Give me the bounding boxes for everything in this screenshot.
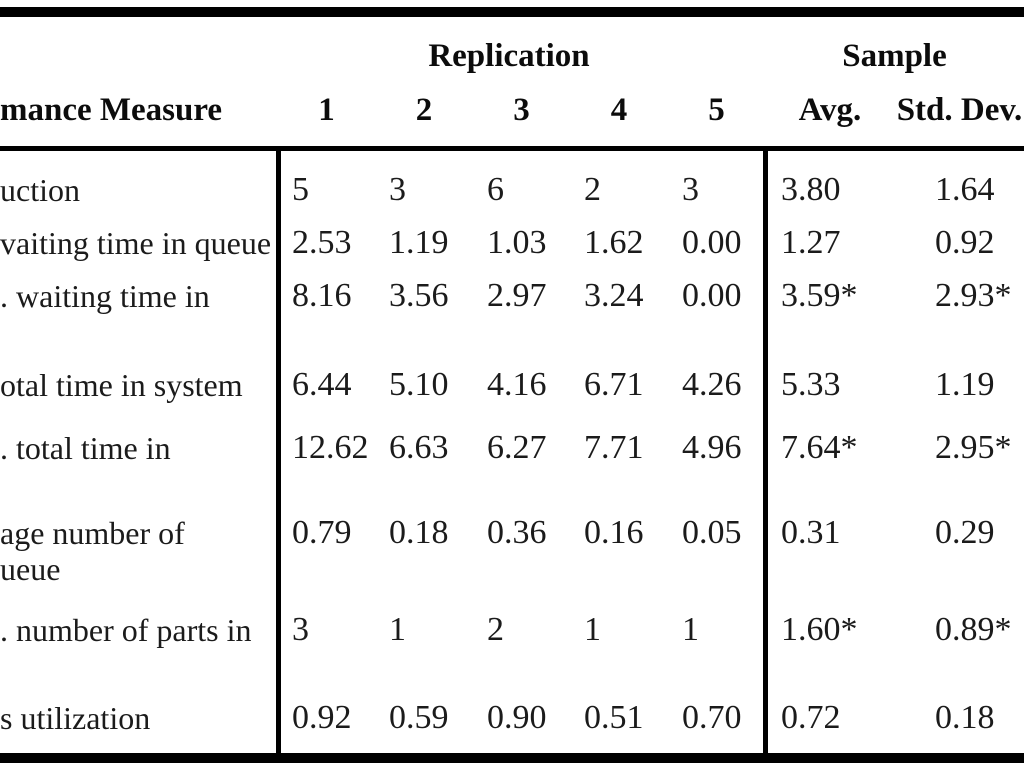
table-top-border: [0, 7, 1024, 17]
avg-column-header: Avg.: [798, 92, 862, 128]
replication-value: 4.26: [682, 366, 742, 403]
replication-value: 6.71: [584, 366, 644, 403]
measure-column-rule: [276, 146, 281, 753]
replication-value: 0.59: [389, 699, 449, 736]
replication-value: 3: [292, 611, 309, 648]
replication-value: 1.62: [584, 224, 644, 261]
measure-label: s utilization: [0, 700, 151, 736]
measure-label: . total time in: [0, 430, 171, 466]
replication-value: 5.10: [389, 366, 449, 403]
replication-value: 1.03: [487, 224, 547, 261]
sample-std-dev-value: 1.64: [935, 171, 995, 208]
replication-value: 0.00: [682, 224, 742, 261]
replication-value: 6.63: [389, 429, 449, 466]
header-separator-rule: [0, 146, 1024, 151]
table-row: s utilization 0.92 0.59 0.90 0.51 0.70 0…: [0, 696, 1024, 740]
replication-value: 0.00: [682, 277, 742, 314]
replication-value: 6.44: [292, 366, 352, 403]
table-row: . number of parts in 3 1 2 1 1 1.60* 0.8…: [0, 608, 1024, 652]
sample-std-dev-value: 1.19: [935, 366, 995, 403]
replication-value: 6: [487, 171, 504, 208]
table-row: vaiting time in queue 2.53 1.19 1.03 1.6…: [0, 221, 1024, 265]
replication-value: 0.92: [292, 699, 352, 736]
replication-5-header: 5: [708, 92, 725, 128]
sample-avg-value: 5.33: [781, 366, 841, 403]
sample-std-dev-value: 2.93*: [935, 277, 1012, 314]
sample-avg-value: 3.59*: [781, 277, 858, 314]
replication-value: 8.16: [292, 277, 352, 314]
replication-value: 0.90: [487, 699, 547, 736]
measure-label: . number of parts in: [0, 612, 252, 648]
sample-avg-value: 1.27: [781, 224, 841, 261]
measure-label: uction: [0, 172, 80, 208]
replication-value: 4.96: [682, 429, 742, 466]
replication-value: 0.70: [682, 699, 742, 736]
replication-value: 2: [487, 611, 504, 648]
replication-value: 1.19: [389, 224, 449, 261]
table-row: age number of ueue 0.79 0.18 0.36 0.16 0…: [0, 514, 1024, 588]
replication-value: 1: [584, 611, 601, 648]
sample-avg-value: 0.72: [781, 699, 841, 736]
sample-std-dev-value: 0.89*: [935, 611, 1012, 648]
sample-std-dev-value: 0.92: [935, 224, 995, 261]
measure-label: vaiting time in queue: [0, 225, 272, 261]
replication-1-header: 1: [318, 92, 335, 128]
replication-value: 3.24: [584, 277, 644, 314]
replication-value: 1: [682, 611, 699, 648]
replication-value: 0.05: [682, 514, 742, 551]
replication-3-header: 3: [513, 92, 530, 128]
sample-avg-value: 7.64*: [781, 429, 858, 466]
replication-value: 0.18: [389, 514, 449, 551]
measure-column-header: mance Measure: [0, 92, 223, 128]
replication-value: 0.16: [584, 514, 644, 551]
measure-label-line1: age number of: [0, 515, 185, 551]
column-header-row: mance Measure 1 2 3 4 5 Avg. Std. Dev.: [0, 88, 1024, 132]
column-group-header-row: Replication Sample: [0, 34, 1024, 78]
sample-std-dev-value: 2.95*: [935, 429, 1012, 466]
replication-value: 1: [389, 611, 406, 648]
table-row: . waiting time in 8.16 3.56 2.97 3.24 0.…: [0, 274, 1024, 318]
sample-column-rule: [763, 146, 768, 753]
sample-std-dev-value: 0.29: [935, 514, 995, 551]
replication-value: 0.79: [292, 514, 352, 551]
replication-2-header: 2: [415, 92, 433, 128]
replication-value: 4.16: [487, 366, 547, 403]
table-row: uction 5 3 6 2 3 3.80 1.64: [0, 168, 1024, 212]
table-row: . total time in 12.62 6.63 6.27 7.71 4.9…: [0, 426, 1024, 470]
sample-std-dev-value: 0.18: [935, 699, 995, 736]
table-bottom-border: [0, 753, 1024, 763]
replication-group-header: Replication: [428, 38, 590, 74]
replication-4-header: 4: [610, 92, 628, 128]
replication-value: 5: [292, 171, 309, 208]
measure-label-line2: ueue: [0, 551, 61, 587]
replication-value: 2: [584, 171, 601, 208]
table-row: otal time in system 6.44 5.10 4.16 6.71 …: [0, 363, 1024, 407]
group-header-spacer: [0, 34, 278, 78]
replication-value: 3.56: [389, 277, 449, 314]
replication-value: 3: [389, 171, 406, 208]
measure-label: . waiting time in: [0, 278, 210, 314]
replication-value: 0.51: [584, 699, 644, 736]
replication-value: 6.27: [487, 429, 547, 466]
replication-value: 12.62: [292, 429, 369, 466]
sample-avg-value: 1.60*: [781, 611, 858, 648]
measure-label: otal time in system: [0, 367, 243, 403]
sample-avg-value: 0.31: [781, 514, 841, 551]
replication-value: 2.97: [487, 277, 547, 314]
sample-avg-value: 3.80: [781, 171, 841, 208]
measure-label: age number of ueue: [0, 515, 278, 587]
replication-value: 3: [682, 171, 699, 208]
replication-value: 0.36: [487, 514, 547, 551]
sample-group-header: Sample: [842, 38, 947, 74]
replication-value: 2.53: [292, 224, 352, 261]
replication-value: 7.71: [584, 429, 644, 466]
std-dev-column-header: Std. Dev.: [896, 92, 1023, 128]
